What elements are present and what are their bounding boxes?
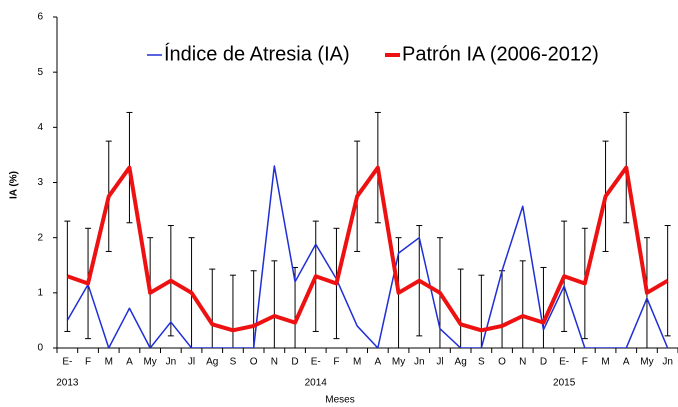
x-axis-label: Meses xyxy=(325,395,354,406)
y-tick-label: 4 xyxy=(37,122,43,133)
x-tick-label: E- xyxy=(559,357,569,368)
plot-area xyxy=(64,111,671,348)
year-label: 2013 xyxy=(56,378,79,389)
x-tick-label: E- xyxy=(62,357,72,368)
x-tick-label: E- xyxy=(311,357,321,368)
x-tick-label: D xyxy=(540,357,547,368)
y-tick-label: 1 xyxy=(37,287,43,298)
x-tick-label: Jn xyxy=(662,357,673,368)
x-tick-label: Ag xyxy=(455,357,467,368)
x-tick-label: Jn xyxy=(166,357,177,368)
x-tick-label: O xyxy=(250,357,258,368)
x-tick-label: My xyxy=(392,357,405,368)
year-label: 2014 xyxy=(305,378,328,389)
x-tick-label: S xyxy=(230,357,237,368)
y-tick-label: 0 xyxy=(37,343,43,354)
x-tick-label: N xyxy=(519,357,526,368)
y-tick-label: 3 xyxy=(37,177,43,188)
x-tick-label: Jl xyxy=(188,357,195,368)
y-tick-label: 2 xyxy=(37,232,43,243)
x-tick-label: O xyxy=(498,357,506,368)
x-tick-label: F xyxy=(333,357,339,368)
x-tick-label: My xyxy=(640,357,653,368)
y-axis-label: IA (%) xyxy=(9,171,20,199)
x-tick-label: S xyxy=(478,357,485,368)
series-line xyxy=(66,165,669,333)
x-tick-label: A xyxy=(126,357,133,368)
x-tick-label: F xyxy=(582,357,588,368)
x-tick-label: D xyxy=(291,357,298,368)
x-tick-label: Jn xyxy=(414,357,425,368)
x-tick-label: M xyxy=(601,357,609,368)
x-tick-label: A xyxy=(375,357,382,368)
y-tick-label: 6 xyxy=(37,12,43,23)
x-tick-label: A xyxy=(623,357,630,368)
series-line xyxy=(66,165,669,348)
x-tick-label: N xyxy=(271,357,278,368)
x-tick-label: My xyxy=(143,357,156,368)
x-tick-label: M xyxy=(105,357,113,368)
x-tick-label: M xyxy=(353,357,361,368)
legend-label: Índice de Atresia (IA) xyxy=(164,42,350,65)
x-tick-label: F xyxy=(85,357,91,368)
x-tick-label: Ag xyxy=(206,357,218,368)
legend-label: Patrón IA (2006-2012) xyxy=(402,43,599,65)
x-tick-label: Jl xyxy=(436,357,443,368)
y-tick-label: 5 xyxy=(37,67,43,78)
year-label: 2015 xyxy=(553,378,576,389)
